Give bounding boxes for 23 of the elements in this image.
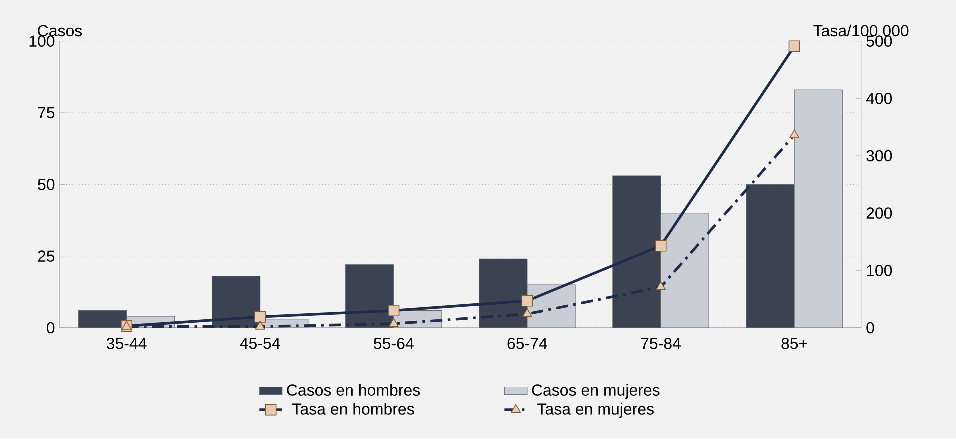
y2-tick-label: 200	[866, 208, 892, 220]
y2-tick-label: 400	[866, 93, 892, 104]
y2-axis-title: Tasa/100 000	[814, 25, 909, 37]
y2-tick-label: 100	[867, 265, 892, 276]
y-tick-label: 25	[38, 250, 55, 262]
x-tick-label: 85+	[782, 338, 808, 350]
y2-tick-label: 0	[866, 322, 874, 334]
legend-label: Casos en mujeres	[532, 384, 660, 400]
y2-tick-label: 300	[866, 150, 892, 162]
x-tick-label: 45-54	[240, 338, 280, 350]
y-tick-label: 50	[38, 179, 55, 190]
y2-tick-label: 500	[866, 36, 892, 48]
legend-label: Tasa en hombres	[292, 403, 414, 416]
x-tick-label: 65-74	[508, 338, 548, 350]
x-tick-label: 75-84	[641, 338, 681, 350]
y-axis-title: Casos	[38, 25, 82, 37]
y-tick-label: 100	[30, 36, 55, 48]
legend-label: Tasa en mujeres	[538, 403, 654, 418]
x-tick-label: 55-64	[374, 338, 414, 350]
x-tick-label: 35-44	[106, 338, 147, 350]
y-tick-label: 75	[38, 108, 55, 119]
legend-label: Casos en hombres	[287, 384, 420, 396]
y-tick-label: 0	[47, 322, 55, 334]
